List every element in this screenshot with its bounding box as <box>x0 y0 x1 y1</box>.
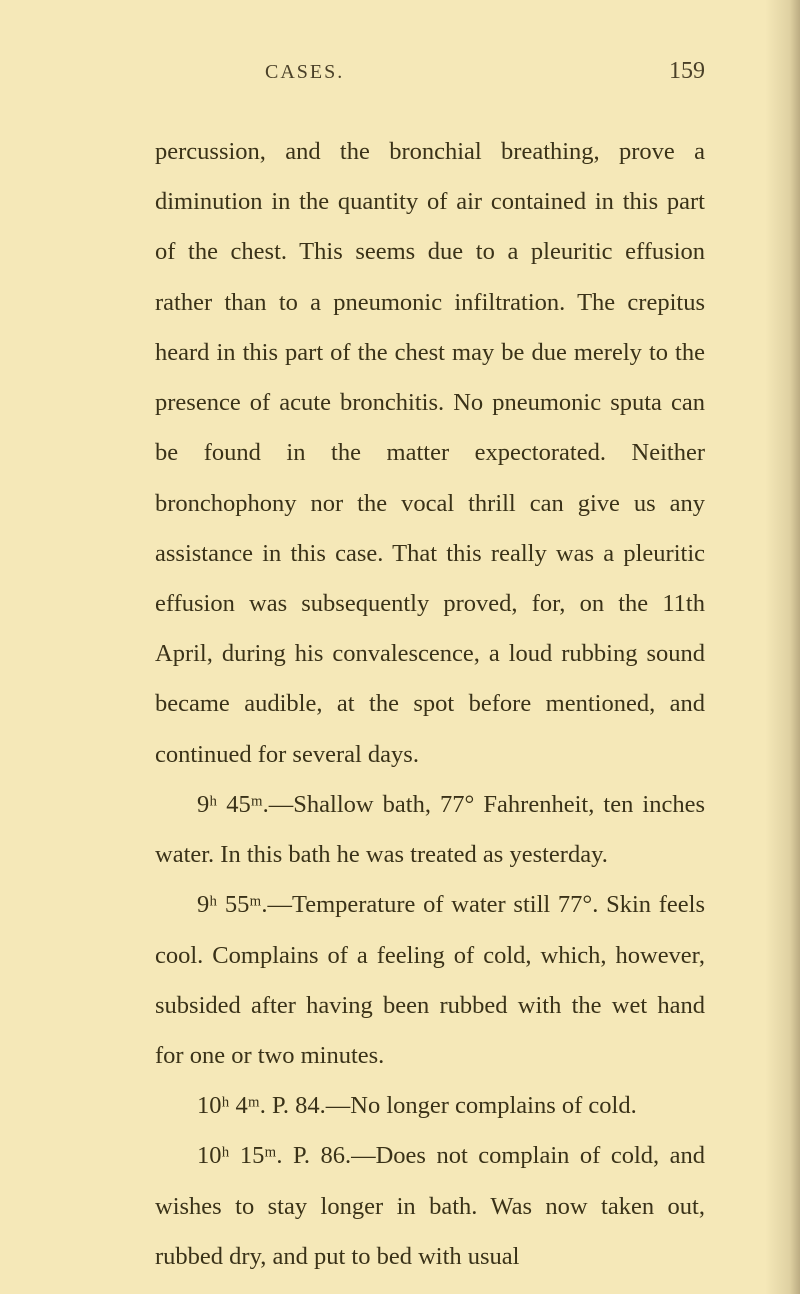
paragraph-3: 9ʰ 55ᵐ.—Temperature of water still 77°. … <box>155 880 705 1081</box>
paragraph-5: 10ʰ 15ᵐ. P. 86.—Does not complain of col… <box>155 1131 705 1282</box>
paragraph-1: percussion, and the bronchial breathing,… <box>155 127 705 780</box>
paragraph-2: 9ʰ 45ᵐ.—Shallow bath, 77° Fahrenheit, te… <box>155 780 705 880</box>
header-title: CASES. <box>265 61 344 84</box>
book-page: CASES. 159 percussion, and the bronchial… <box>0 0 800 1294</box>
page-header: CASES. 159 <box>155 58 705 85</box>
page-shadow <box>765 0 800 1294</box>
page-number: 159 <box>669 58 705 85</box>
paragraph-4: 10ʰ 4ᵐ. P. 84.—No longer complains of co… <box>155 1081 705 1131</box>
body-text: percussion, and the bronchial breathing,… <box>155 127 705 1282</box>
